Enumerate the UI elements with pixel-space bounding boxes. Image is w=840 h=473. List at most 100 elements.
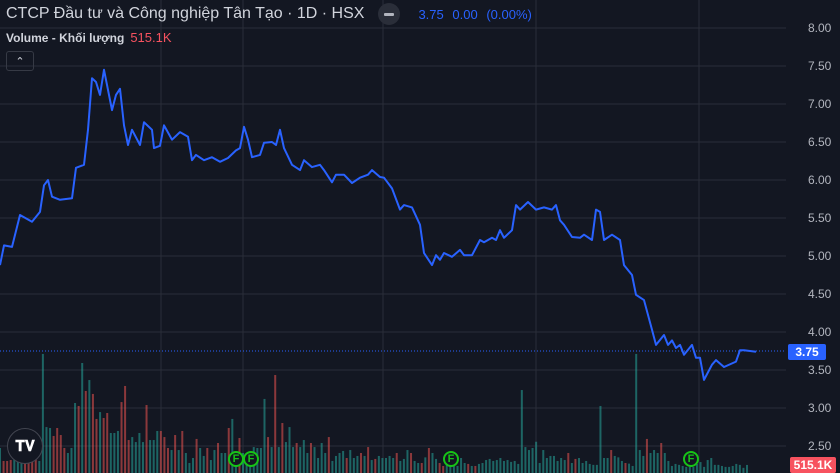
volume-bar xyxy=(270,447,273,473)
price-axis[interactable]: 8.00 7.50 7.00 6.50 6.00 5.50 5.00 4.50 4.00 3.50… xyxy=(808,21,832,453)
volume-bar xyxy=(313,447,316,473)
volume-bar xyxy=(70,448,73,473)
volume-bar xyxy=(631,465,634,473)
volume-bar xyxy=(267,437,270,473)
volume-bar xyxy=(2,460,5,473)
volume-bar xyxy=(688,466,691,473)
volume-bar xyxy=(13,455,16,473)
volume-bar xyxy=(370,460,373,473)
volume-bar xyxy=(120,402,123,473)
volume-bar xyxy=(134,442,137,473)
volume-bar xyxy=(363,455,366,473)
volume-bar xyxy=(685,466,688,473)
volume-bar xyxy=(653,450,656,473)
volume-bar xyxy=(202,455,205,473)
volume-bar xyxy=(81,363,84,473)
volume-bar xyxy=(38,460,41,473)
last-price: 3.75 xyxy=(418,6,444,22)
volume-bar xyxy=(481,463,484,473)
volume-bar xyxy=(0,448,1,473)
volume-bar xyxy=(52,435,55,473)
event-marker[interactable]: F xyxy=(243,451,259,467)
event-marker[interactable]: F xyxy=(443,451,459,467)
volume-bar xyxy=(102,418,105,473)
volume-bar xyxy=(452,465,455,473)
event-marker[interactable]: F xyxy=(228,451,244,467)
volume-bar xyxy=(488,458,491,473)
volume-bar xyxy=(74,403,77,473)
volume-bar xyxy=(224,453,227,473)
volume-bar xyxy=(95,418,98,473)
volume-bar xyxy=(645,438,648,473)
volume-bar xyxy=(485,460,488,473)
volume-bar xyxy=(642,455,645,473)
volume-bar xyxy=(663,453,666,473)
volume-bar xyxy=(706,460,709,473)
volume-bar xyxy=(152,440,155,473)
volume-bar xyxy=(402,458,405,473)
volume-bar xyxy=(163,437,166,473)
volume-bar xyxy=(206,448,209,473)
minus-icon[interactable] xyxy=(378,3,401,25)
volume-bar xyxy=(435,458,438,473)
volume-bar xyxy=(149,440,152,473)
volume-bar xyxy=(474,465,477,473)
volume-bar xyxy=(327,437,330,473)
volume-bar xyxy=(606,458,609,473)
volume-bar xyxy=(563,460,566,473)
volume-bar xyxy=(356,455,359,473)
volume-bar xyxy=(431,453,434,473)
price-change-pct: (0.00%) xyxy=(486,6,532,22)
volume-bar xyxy=(59,435,62,473)
tradingview-logo[interactable]: 𝐓𝐕 xyxy=(7,428,43,464)
symbol-title[interactable]: CTCP Đầu tư và Công nghiệp Tân Tạo · 1D … xyxy=(6,5,365,22)
volume-bar xyxy=(674,463,677,473)
volume-bar xyxy=(449,463,452,473)
volume-bar xyxy=(699,462,702,473)
volume-bar xyxy=(49,428,52,473)
volume-bar xyxy=(656,453,659,473)
volume-value: 515.1K xyxy=(130,30,172,45)
y-tick-label: 5.50 xyxy=(808,211,832,225)
volume-bar xyxy=(181,430,184,473)
volume-bar xyxy=(724,466,727,473)
y-tick-label: 3.00 xyxy=(808,401,832,415)
volume-bar xyxy=(91,393,94,473)
volume-bar xyxy=(667,460,670,473)
volume-bar xyxy=(502,460,505,473)
y-tick-label: 4.50 xyxy=(808,287,832,301)
y-tick-label: 4.00 xyxy=(808,325,832,339)
volume-bar xyxy=(220,453,223,473)
volume-bar xyxy=(195,438,198,473)
volume-bar xyxy=(131,437,134,473)
y-tick-label: 8.00 xyxy=(808,21,832,35)
volume-bar xyxy=(613,455,616,473)
volume-bar xyxy=(45,427,48,473)
volume-bar xyxy=(603,458,606,473)
volume-bar xyxy=(188,463,191,473)
volume-bar xyxy=(24,455,27,473)
volume-bar xyxy=(517,463,520,473)
volume-bar xyxy=(585,460,588,473)
volume-bar xyxy=(66,453,69,473)
event-marker[interactable]: F xyxy=(683,451,699,467)
volume-bar xyxy=(331,460,334,473)
volume-bar xyxy=(141,442,144,473)
volume-bar xyxy=(109,433,112,473)
y-tick-label: 7.50 xyxy=(808,59,832,73)
collapse-legend-button[interactable]: ⌃ xyxy=(6,51,34,71)
volume-bar xyxy=(359,453,362,473)
volume-bar xyxy=(735,463,738,473)
volume-bar xyxy=(549,455,552,473)
volume-bar xyxy=(177,450,180,473)
volume-bar xyxy=(556,460,559,473)
volume-bar xyxy=(295,443,298,473)
volume-bar xyxy=(145,405,148,473)
volume-bar xyxy=(574,458,577,473)
price-change: 0.00 xyxy=(452,6,478,22)
volume-bar xyxy=(242,453,245,473)
volume-bar xyxy=(713,464,716,473)
volume-bar xyxy=(302,440,305,473)
volume-bar xyxy=(660,443,663,473)
